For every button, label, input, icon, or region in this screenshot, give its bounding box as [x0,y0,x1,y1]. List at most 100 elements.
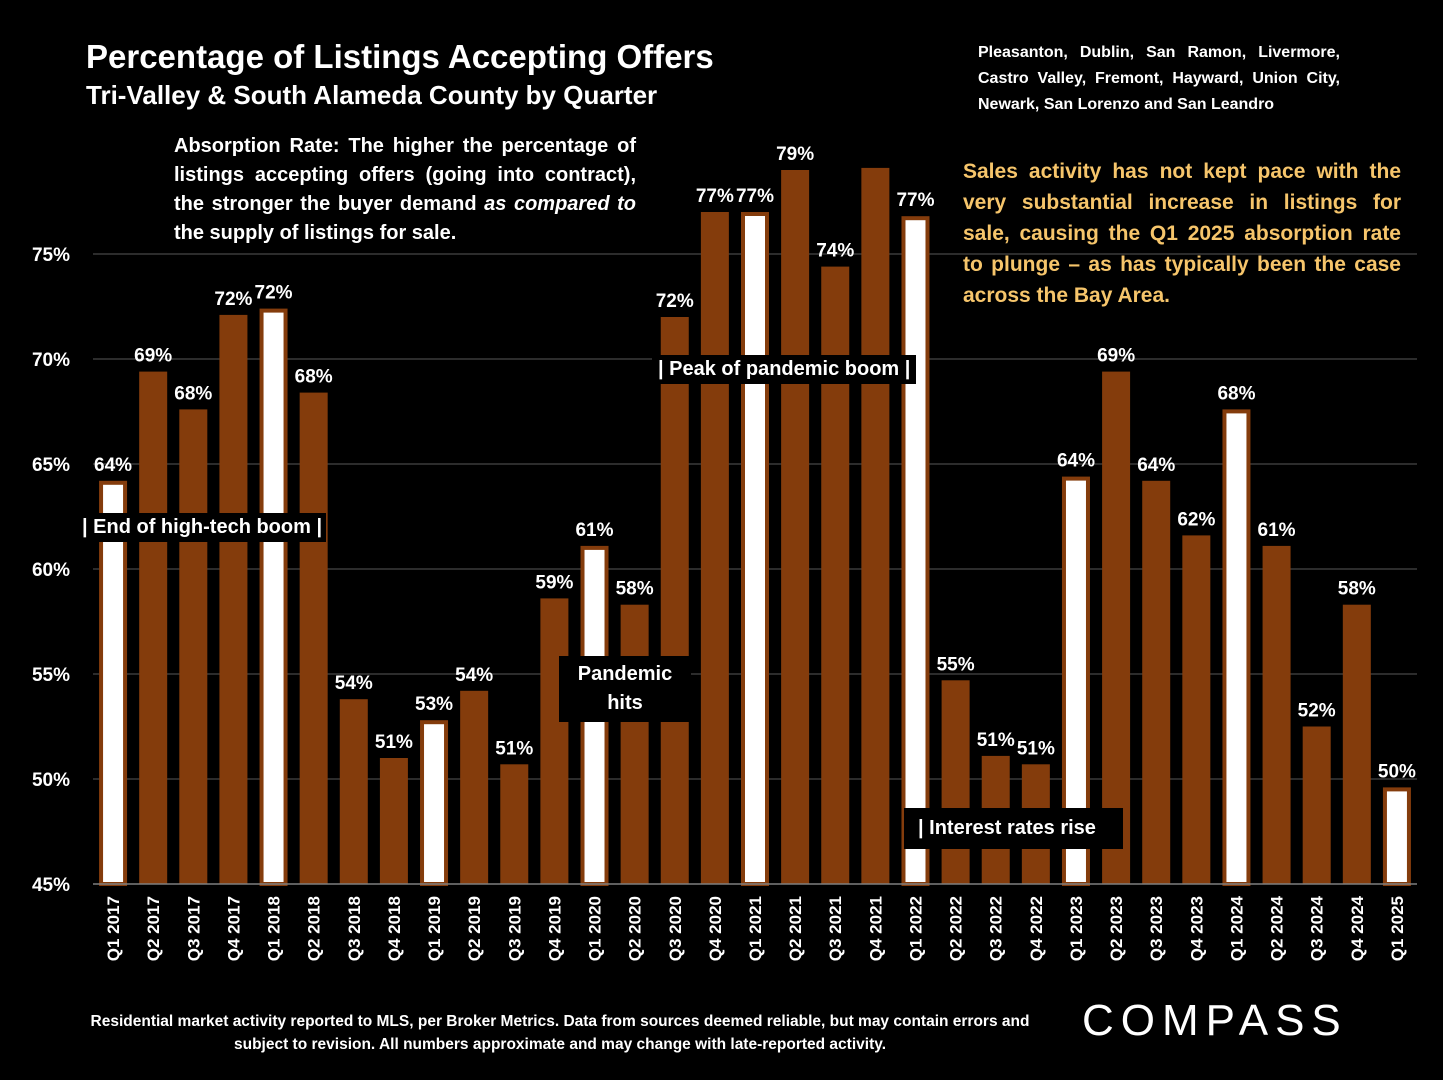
data-label: 69% [1097,346,1135,367]
x-tick-label: Q1 2020 [586,896,605,961]
chart-title: Percentage of Listings Accepting Offers [86,38,714,75]
x-tick-label: Q2 2017 [144,896,163,961]
x-tick-label: Q4 2023 [1187,896,1206,961]
bar [660,317,689,884]
x-tick-label: Q3 2022 [987,896,1006,961]
y-tick-label: 45% [32,875,70,896]
cities-note: Pleasanton, Dublin, San Ramon, Livermore… [978,44,1340,113]
data-label: 64% [1137,455,1175,476]
data-label: 61% [575,520,613,541]
bar [1382,787,1411,887]
bar [861,167,890,884]
data-label: 62% [1177,509,1215,530]
data-label: 55% [937,654,975,675]
footer-disclaimer: Residential market activity reported to … [90,1013,1030,1053]
bar [1262,545,1291,884]
absorption-note-emphasis: as compared to [484,193,636,215]
compass-logo: COMPASS [1082,996,1348,1045]
x-tick-label: Q1 2018 [265,896,284,961]
bar [299,392,328,884]
x-tick-label: Q3 2021 [826,896,845,961]
annotation-end-of-high-tech-boom: | End of high-tech boom | [78,513,327,542]
x-tick-label: Q1 2019 [425,896,444,961]
x-tick-label: Q3 2024 [1308,895,1327,961]
y-tick-label: 55% [32,665,70,686]
sales-activity-note: Sales activity has not kept pace with th… [963,160,1401,307]
data-label: 51% [375,732,413,753]
x-tick-label: Q2 2020 [626,896,645,961]
bar [1342,604,1371,884]
data-label: 58% [1338,579,1376,600]
x-tick-label: Q3 2023 [1147,896,1166,961]
bar [460,690,489,884]
bar [339,699,368,884]
data-label: 53% [415,694,453,715]
x-tick-label: Q4 2017 [224,896,243,961]
bar [941,680,970,884]
bar [1182,535,1211,884]
y-tick-label: 70% [32,350,70,371]
x-tick-label: Q3 2018 [345,896,364,961]
x-tick-label: Q3 2020 [666,896,685,961]
data-label: 68% [295,367,333,388]
data-label: 77% [896,190,934,211]
chart-subtitle: Tri-Valley & South Alameda County by Qua… [86,80,658,110]
y-tick-label: 60% [32,560,70,581]
x-tick-label: Q3 2019 [505,896,524,961]
bar [741,212,769,886]
data-label: 59% [535,572,573,593]
bar [259,308,288,887]
data-label: 79% [776,144,814,165]
annotation-peak-of-pandemic-boom: | Peak of pandemic boom | [652,355,917,384]
x-tick-label: Q1 2025 [1388,896,1407,961]
bar [379,758,408,884]
y-tick-label: 50% [32,770,70,791]
bar [99,480,128,886]
bar [500,764,529,884]
x-tick-label: Q2 2021 [786,896,805,961]
bar [620,604,649,884]
bar [1302,726,1331,884]
bar [1102,371,1131,885]
y-tick-label: 65% [32,455,70,476]
bar [1142,480,1171,884]
x-tick-label: Q2 2023 [1107,896,1126,961]
data-label: 61% [1258,520,1296,541]
x-tick-label: Q4 2018 [385,896,404,961]
data-label: 51% [495,738,533,759]
bar [700,212,729,884]
data-label: 51% [1017,738,1055,759]
data-label: 51% [977,730,1015,751]
bar [420,720,449,887]
bar [179,409,208,884]
data-label: 72% [214,289,252,310]
bar [781,170,810,884]
data-label: 50% [1378,761,1416,782]
y-tick-label: 75% [32,245,70,266]
x-tick-label: Q4 2022 [1027,896,1046,961]
x-tick-label: Q1 2021 [746,896,765,961]
data-label: 68% [174,383,212,404]
x-tick-label: Q4 2021 [866,896,885,961]
x-tick-label: Q1 2017 [104,896,123,961]
data-label: 64% [94,455,132,476]
x-tick-label: Q2 2018 [305,896,324,961]
data-label: 74% [816,241,854,262]
x-tick-label: Q1 2024 [1227,895,1246,961]
x-tick-label: Q2 2019 [465,896,484,961]
data-label: 54% [335,673,373,694]
data-label: 58% [616,579,654,600]
data-label: 72% [656,291,694,312]
annotation-interest-rates-rise: | Interest rates rise [904,808,1123,849]
data-label: 54% [455,665,493,686]
data-label: 68% [1217,383,1255,404]
annotation-pandemic-hits: Pandemic hits [559,656,691,722]
x-tick-label: Q1 2022 [906,896,925,961]
data-label: 69% [134,346,172,367]
absorption-note: Absorption Rate: The higher the percenta… [174,132,636,248]
bar [901,216,930,886]
x-tick-label: Q4 2020 [706,896,725,961]
absorption-note-part1: Absorption Rate: The higher the percenta… [174,135,636,215]
bar [540,598,569,884]
